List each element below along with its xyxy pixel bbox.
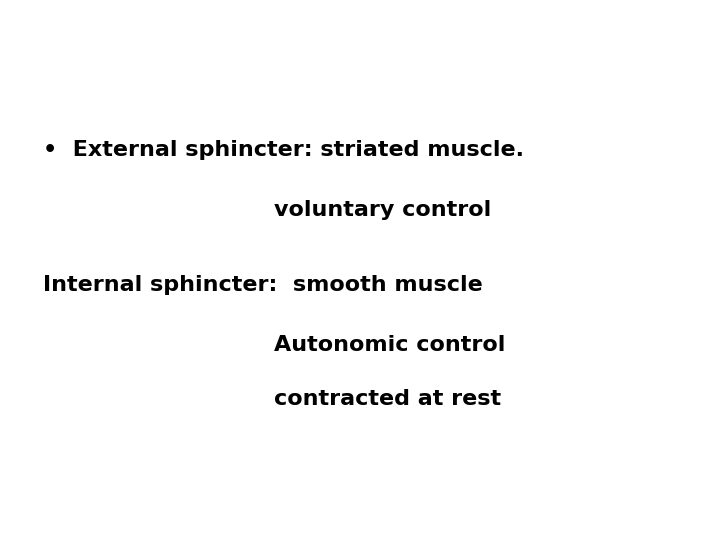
Text: Autonomic control: Autonomic control (274, 335, 505, 355)
Text: contracted at rest: contracted at rest (274, 389, 500, 409)
Text: Internal sphincter:  smooth muscle: Internal sphincter: smooth muscle (43, 275, 483, 295)
Text: voluntary control: voluntary control (274, 200, 491, 220)
Text: •  External sphincter: striated muscle.: • External sphincter: striated muscle. (43, 140, 524, 160)
